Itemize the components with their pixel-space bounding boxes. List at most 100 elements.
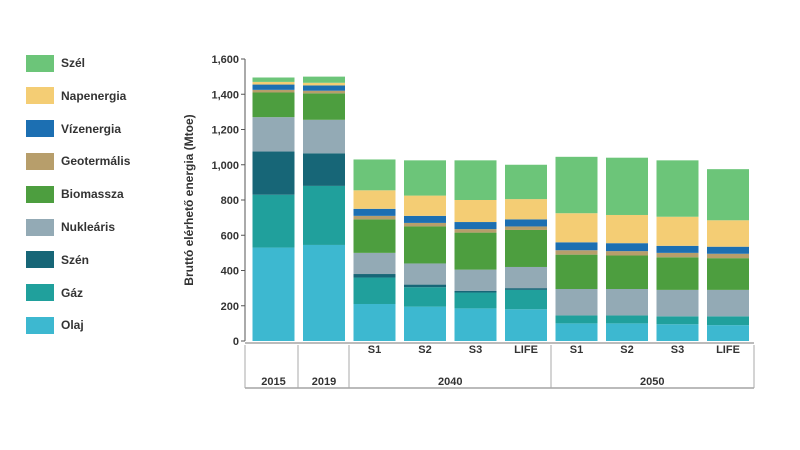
y-tick-label: 0: [233, 336, 239, 348]
legend-item: Napenergia: [26, 87, 126, 105]
bar-segment-szén: [353, 274, 396, 278]
bar-segment-napenergia: [606, 214, 648, 244]
group-label: 2050: [640, 376, 664, 388]
legend-item: Szél: [26, 54, 85, 72]
bar-segment-szél: [454, 160, 497, 200]
bar-segment-vízenergia: [252, 84, 295, 90]
bar-segment-biomassza: [606, 255, 648, 290]
y-tick-label: 1,600: [211, 54, 239, 66]
bar-segment-napenergia: [707, 220, 749, 247]
bar-segment-geotermális: [353, 215, 396, 220]
bar-segment-gáz: [353, 277, 396, 304]
legend-item: Nukleáris: [26, 218, 115, 236]
bar-segment-napenergia: [303, 82, 345, 86]
legend-swatch: [26, 218, 54, 236]
bar-segment-nukleáris: [707, 289, 749, 317]
bar-segment-nukleáris: [404, 263, 446, 285]
bar-segment-szén: [454, 290, 497, 293]
legend-swatch: [26, 87, 54, 105]
y-tick-label: 800: [221, 195, 239, 207]
bar-segment-szél: [252, 77, 295, 82]
bar-segment-gáz: [656, 316, 699, 325]
bar-segment-gáz: [707, 316, 749, 326]
bar-segment-geotermális: [555, 250, 598, 255]
bar-segment-biomassza: [404, 226, 446, 264]
x-tick-label: 2015: [261, 376, 285, 388]
y-tick-label: 1,400: [211, 89, 239, 101]
bar-segment-olaj: [303, 244, 345, 341]
bar-segment-olaj: [505, 309, 547, 341]
bar-segment-biomassza: [353, 219, 396, 253]
legend-item: Geotermális: [26, 152, 130, 170]
bar-segment-vízenergia: [505, 219, 547, 227]
bar-segment-geotermális: [656, 252, 699, 258]
bar-segment-szél: [505, 164, 547, 200]
x-tick-label: 2019: [312, 376, 336, 388]
bar-segment-gáz: [404, 287, 446, 307]
legend-swatch: [26, 185, 54, 203]
bar-segment-geotermális: [454, 229, 497, 233]
bar-segment-napenergia: [505, 199, 547, 220]
bar-segment-napenergia: [454, 200, 497, 223]
bar-segment-nukleáris: [303, 119, 345, 154]
x-tick-label: S1: [368, 344, 381, 356]
bar-segment-geotermális: [404, 222, 446, 227]
bar-segment-gáz: [252, 194, 295, 248]
bar-segment-vízenergia: [707, 246, 749, 254]
bar-segment-olaj: [555, 323, 598, 341]
bar-segment-geotermális: [252, 89, 295, 93]
bar-segment-nukleáris: [454, 269, 497, 291]
legend-label: Geotermális: [61, 154, 131, 169]
bar-segment-nukleáris: [555, 289, 598, 316]
bar-segment-napenergia: [404, 195, 446, 216]
legend-label: Vízenergia: [61, 121, 122, 136]
bar-segment-vízenergia: [555, 242, 598, 251]
bar-segment-nukleáris: [606, 289, 648, 316]
bar-segment-gáz: [454, 292, 497, 309]
legend-swatch: [26, 54, 54, 72]
legend-label: Szén: [61, 252, 90, 267]
bar-segment-geotermális: [606, 251, 648, 256]
legend-label: Biomassza: [61, 187, 124, 202]
bar-segment-vízenergia: [353, 208, 396, 216]
bar-segment-olaj: [252, 247, 295, 341]
bar-segment-biomassza: [303, 93, 345, 120]
x-tick-label: S1: [570, 344, 583, 356]
bar-segment-napenergia: [656, 216, 699, 246]
y-tick-label: 200: [221, 301, 239, 313]
bar-segment-biomassza: [454, 232, 497, 270]
y-axis-label: Bruttó elérhető energia (Mtoe): [182, 114, 196, 285]
bar-segment-olaj: [404, 306, 446, 341]
bar-segment-biomassza: [252, 92, 295, 118]
bar-segment-gáz: [606, 315, 648, 324]
bar-segment-biomassza: [555, 254, 598, 290]
legend-item: Vízenergia: [26, 120, 121, 138]
bar-segment-napenergia: [555, 213, 598, 243]
x-tick-label: LIFE: [514, 344, 538, 356]
bar-segment-olaj: [707, 325, 749, 341]
bar-segment-geotermális: [505, 226, 547, 230]
bar-segment-szél: [303, 76, 345, 83]
bar-segment-szél: [404, 160, 446, 196]
bar-segment-geotermális: [707, 253, 749, 259]
legend-item: Biomassza: [26, 185, 124, 203]
bar-segment-olaj: [656, 324, 699, 341]
y-tick-label: 1,200: [211, 125, 239, 137]
x-tick-label: S2: [418, 344, 431, 356]
bar-segment-nukleáris: [505, 266, 547, 289]
bar-segment-gáz: [303, 185, 345, 245]
bar-segment-szél: [606, 157, 648, 215]
bar-segment-vízenergia: [404, 215, 446, 223]
bar-segment-nukleáris: [656, 289, 699, 317]
bar-segment-napenergia: [252, 81, 295, 85]
y-tick-label: 600: [221, 230, 239, 242]
group-label: 2040: [438, 376, 462, 388]
bar-segment-olaj: [454, 308, 497, 341]
bar-segment-szén: [252, 151, 295, 195]
bar-segment-szél: [707, 169, 749, 221]
legend-item: Olaj: [26, 316, 84, 334]
bar-segment-nukleáris: [353, 252, 396, 275]
bar-segment-vízenergia: [606, 243, 648, 252]
bar-segment-szén: [404, 284, 446, 288]
